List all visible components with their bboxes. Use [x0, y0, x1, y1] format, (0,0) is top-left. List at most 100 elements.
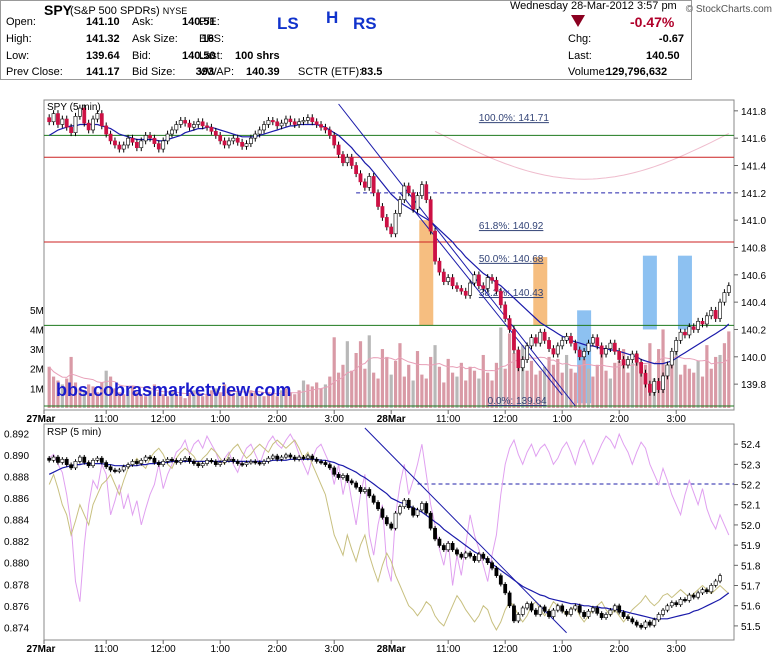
- candle-body: [327, 129, 332, 136]
- candle-body: [722, 292, 727, 303]
- rsp-candle-body: [161, 461, 166, 465]
- rsp-candle-body: [494, 567, 499, 576]
- volume-bar: [578, 364, 582, 408]
- watermark-text: bbs.cobrasmarketview.com: [56, 380, 291, 400]
- volume-bar: [687, 368, 691, 408]
- volume-bar: [670, 356, 674, 408]
- price-x-label: 3:00: [666, 414, 686, 425]
- rsp-candle-body: [297, 456, 302, 460]
- rsp-candle-body: [139, 460, 144, 464]
- rsp-left-tick-label: 0.878: [4, 580, 29, 591]
- rsp-candle-body: [341, 475, 345, 478]
- candle-body: [569, 336, 573, 344]
- volume-bar: [328, 376, 332, 408]
- rsp-candle-body: [643, 621, 648, 628]
- rsp-candle-body: [86, 462, 91, 467]
- rsp-candle-body: [713, 580, 718, 586]
- candle-body: [279, 122, 284, 127]
- volume-bar: [582, 358, 586, 408]
- rsp-candle-body: [582, 611, 587, 617]
- rsp-candle-body: [665, 605, 670, 611]
- volume-bar: [87, 384, 91, 408]
- volume-bar: [411, 380, 415, 408]
- volume-bar: [516, 362, 520, 408]
- volume-bar: [564, 354, 569, 408]
- volume-bar: [144, 396, 148, 408]
- volume-bar: [722, 343, 727, 408]
- candle-body: [56, 113, 60, 125]
- volume-bar: [113, 388, 117, 408]
- rsp-candle-body: [617, 605, 622, 613]
- rsp-candle-body: [472, 555, 477, 561]
- rsp-candle-body: [634, 621, 639, 626]
- candle-body: [704, 315, 709, 325]
- ticker-symbol: SPY: [44, 2, 73, 18]
- rsp-candle-body: [73, 461, 78, 469]
- volume-bar: [367, 335, 371, 408]
- rsp-candle-body: [248, 461, 253, 464]
- rsp-candle-body: [696, 592, 701, 598]
- candle-body: [647, 383, 652, 393]
- rsp-candle-body: [516, 614, 521, 622]
- rsp-x-label: 28Mar: [377, 644, 406, 655]
- candle-body: [73, 115, 78, 133]
- candle-body: [257, 129, 262, 135]
- prev-close-label: Prev Close:: [6, 66, 63, 78]
- rsp-candle-body: [455, 549, 459, 555]
- candle-body: [222, 140, 227, 146]
- candle-body: [244, 143, 249, 147]
- candle-body: [726, 285, 731, 293]
- volume-bar: [630, 362, 634, 408]
- candle-body: [196, 121, 201, 125]
- volume-bar: [529, 360, 534, 408]
- rsp-candle-body: [205, 460, 209, 464]
- candle-body: [332, 135, 337, 146]
- volume-bar: [135, 392, 139, 408]
- rsp-candle-body: [389, 523, 394, 529]
- rsp-candle-body: [538, 606, 543, 615]
- pattern-left-shoulder: LS: [277, 14, 299, 33]
- rsp-candle-body: [82, 456, 87, 463]
- volume-bar: [499, 327, 503, 408]
- price-x-label: 28Mar: [377, 414, 406, 425]
- candle-body: [86, 122, 91, 131]
- candle-body: [450, 277, 455, 287]
- candle-body: [630, 353, 635, 360]
- rsp-candle-body: [459, 553, 464, 558]
- trend-line: [338, 103, 576, 407]
- y-tick-label: 140.0: [741, 353, 766, 364]
- rsp-candle-body: [608, 609, 613, 615]
- rsp-candle-body: [604, 614, 608, 618]
- candle-body: [398, 199, 402, 214]
- rsp-candle-body: [156, 462, 161, 465]
- rsp-right-tick-label: 51.8: [741, 561, 761, 572]
- volume-bar: [700, 376, 705, 408]
- candle-body: [560, 340, 565, 347]
- rsp-right-tick-label: 52.3: [741, 460, 761, 471]
- rsp-candle-body: [126, 464, 131, 468]
- candle-body: [573, 342, 578, 351]
- candle-body: [376, 192, 380, 207]
- rsp-candle-body: [178, 460, 183, 463]
- y-tick-label: 141.0: [741, 216, 766, 227]
- candle-body: [266, 120, 271, 125]
- y-tick-label: 141.8: [741, 107, 766, 118]
- volume-bar: [236, 392, 240, 408]
- rsp-candle-body: [183, 457, 188, 461]
- rsp-candle-body: [209, 460, 214, 463]
- candle-body: [323, 126, 328, 131]
- rsp-candle-body: [319, 461, 323, 464]
- volume-bar: [205, 394, 209, 408]
- candle-body: [354, 165, 359, 174]
- volume-bar: [604, 370, 608, 408]
- candle-body: [384, 217, 389, 228]
- volume-bar: [262, 396, 266, 408]
- candle-body: [77, 107, 82, 117]
- candle-body: [126, 137, 131, 146]
- rsp-candle-body: [77, 456, 82, 462]
- volume-bar: [306, 384, 310, 408]
- volume-bar: [464, 380, 468, 408]
- candle-body: [152, 137, 157, 144]
- rsp-candle-body: [270, 455, 275, 459]
- candle-body: [336, 144, 341, 155]
